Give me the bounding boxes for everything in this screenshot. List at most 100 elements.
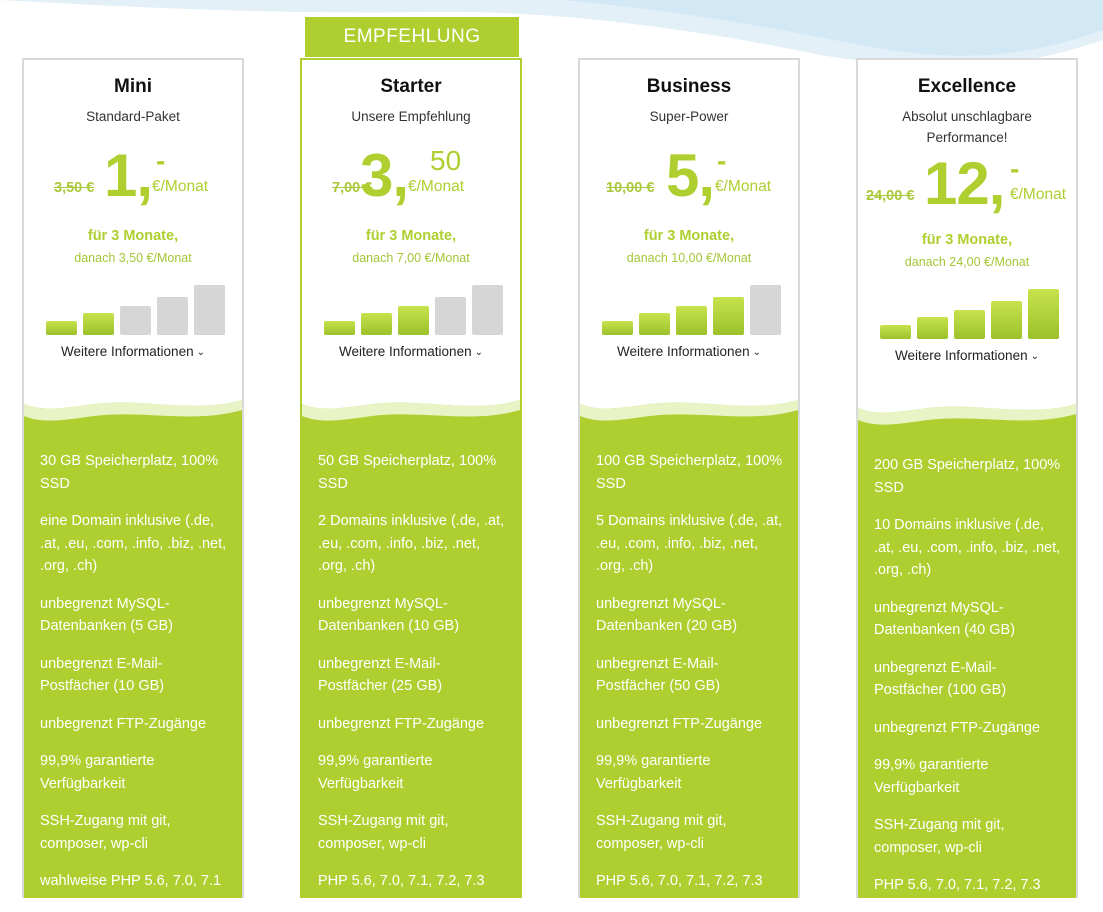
wave-divider xyxy=(580,390,798,421)
feature-item: unbegrenzt E-Mail-Postfächer (100 GB) xyxy=(874,659,1007,699)
price-main: 12, xyxy=(924,150,1005,217)
feature-item: unbegrenzt MySQL-Datenbanken (20 GB) xyxy=(596,595,738,635)
plan-subtitle: Super-Power xyxy=(649,109,729,124)
level-bar xyxy=(1028,289,1059,339)
feature-item: 50 GB Speicherplatz, 100% SSD xyxy=(318,453,497,492)
level-bar xyxy=(324,321,355,335)
plan-card-mini: Mini Standard-Paket 3,50 € 1, - €/Monat … xyxy=(22,58,244,898)
price-unit: €/Monat xyxy=(152,178,209,195)
level-bar xyxy=(398,306,429,335)
price: 7,00 € 3, 50 €/Monat xyxy=(302,142,520,212)
level-bar xyxy=(120,306,151,335)
feature-item: unbegrenzt FTP-Zugänge xyxy=(596,715,763,732)
price-after-promo: danach 24,00 €/Monat xyxy=(904,255,1030,269)
feature-item: SSH-Zugang mit git, composer, wp-cli xyxy=(874,817,1005,856)
power-level-bars xyxy=(24,275,242,335)
price-main: 5, xyxy=(666,142,715,209)
plan-name: Excellence xyxy=(917,76,1017,97)
level-bar xyxy=(954,310,985,339)
price-after-promo: danach 10,00 €/Monat xyxy=(626,251,752,265)
level-bar xyxy=(602,321,633,335)
feature-item: 99,9% garantierte Verfügbarkeit xyxy=(318,753,433,792)
feature-item: 99,9% garantierte Verfügbarkeit xyxy=(40,753,155,792)
feature-item: 2 Domains inklusive (.de, .at, .eu, .com… xyxy=(318,513,505,574)
level-bar xyxy=(917,317,948,339)
feature-item: unbegrenzt MySQL-Datenbanken (40 GB) xyxy=(874,599,1016,639)
more-info-link[interactable]: Weitere Informationen ⌄ xyxy=(580,344,798,359)
chevron-down-icon: ⌄ xyxy=(196,347,205,358)
level-bar xyxy=(435,297,466,335)
wave-divider xyxy=(302,390,520,421)
more-info-label: Weitere Informationen xyxy=(895,348,1028,363)
price: 24,00 € 12, - €/Monat xyxy=(858,152,1076,216)
level-bar xyxy=(83,313,114,335)
power-level-bars xyxy=(580,275,798,335)
feature-item: eine Domain inklusive (.de, .at, .eu, .c… xyxy=(40,513,227,574)
level-bar xyxy=(991,301,1022,339)
power-level-bars xyxy=(302,275,520,335)
feature-panel: 30 GB Speicherplatz, 100% SSD eine Domai… xyxy=(24,390,242,898)
plan-subtitle: Standard-Paket xyxy=(86,109,180,124)
level-bar xyxy=(46,321,77,335)
plan-card-starter: Starter Unsere Empfehlung 7,00 € 3, 50 €… xyxy=(300,58,522,898)
plan-name: Mini xyxy=(114,76,152,97)
promo-term: für 3 Monate, xyxy=(921,232,1013,248)
pricing-plans: Mini Standard-Paket 3,50 € 1, - €/Monat … xyxy=(22,58,1078,898)
promo-term: für 3 Monate, xyxy=(643,228,735,244)
feature-item: 200 GB Speicherplatz, 100% SSD xyxy=(874,457,1061,496)
old-price: 10,00 € xyxy=(606,180,655,196)
feature-panel: 200 GB Speicherplatz, 100% SSD 10 Domain… xyxy=(858,394,1076,898)
feature-item: PHP 5.6, 7.0, 7.1, 7.2, 7.3 xyxy=(318,873,485,889)
level-bar xyxy=(194,285,225,335)
more-info-label: Weitere Informationen xyxy=(617,344,750,359)
feature-item: unbegrenzt FTP-Zugänge xyxy=(40,715,207,732)
feature-item: 99,9% garantierte Verfügbarkeit xyxy=(874,757,989,796)
old-price: 3,50 € xyxy=(54,180,95,196)
plan-subtitle: Absolut unschlagbare Performance! xyxy=(902,109,1032,145)
level-bar xyxy=(639,313,670,335)
promo-term: für 3 Monate, xyxy=(87,228,179,244)
plan-name: Business xyxy=(646,76,732,97)
more-info-link[interactable]: Weitere Informationen ⌄ xyxy=(302,344,520,359)
wave-divider xyxy=(24,390,242,421)
background-wave xyxy=(0,0,1103,67)
feature-item: unbegrenzt MySQL-Datenbanken (10 GB) xyxy=(318,595,460,635)
price-unit: €/Monat xyxy=(715,178,772,195)
feature-item: 99,9% garantierte Verfügbarkeit xyxy=(596,753,711,792)
plan-name: Starter xyxy=(380,76,442,97)
feature-item: SSH-Zugang mit git, composer, wp-cli xyxy=(596,813,727,852)
recommended-ribbon: EMPFEHLUNG xyxy=(305,17,519,57)
feature-panel: 50 GB Speicherplatz, 100% SSD 2 Domains … xyxy=(302,390,520,898)
feature-item: 5 Domains inklusive (.de, .at, .eu, .com… xyxy=(596,513,783,574)
feature-item: wahlweise PHP 5.6, 7.0, 7.1 xyxy=(40,873,222,889)
level-bar xyxy=(472,285,503,335)
feature-list: 200 GB Speicherplatz, 100% SSD 10 Domain… xyxy=(874,454,1064,912)
level-bar xyxy=(361,313,392,335)
level-bar xyxy=(157,297,188,335)
more-info-link[interactable]: Weitere Informationen ⌄ xyxy=(24,344,242,359)
price-after-promo: danach 7,00 €/Monat xyxy=(352,251,470,265)
chevron-down-icon: ⌄ xyxy=(474,347,483,358)
more-info-link[interactable]: Weitere Informationen ⌄ xyxy=(858,348,1076,363)
level-bar xyxy=(750,285,781,335)
price-unit: €/Monat xyxy=(408,178,465,195)
feature-list: 50 GB Speicherplatz, 100% SSD 2 Domains … xyxy=(318,450,508,908)
feature-item: PHP 5.6, 7.0, 7.1, 7.2, 7.3 xyxy=(596,873,763,889)
feature-item: unbegrenzt E-Mail-Postfächer (50 GB) xyxy=(596,655,721,695)
feature-item: SSH-Zugang mit git, composer, wp-cli xyxy=(40,813,171,852)
price-main: 3, xyxy=(360,142,409,209)
feature-item: SSH-Zugang mit git, composer, wp-cli xyxy=(318,813,449,852)
feature-item: unbegrenzt FTP-Zugänge xyxy=(874,719,1041,736)
feature-item: 30 GB Speicherplatz, 100% SSD xyxy=(40,453,219,492)
promo-term: für 3 Monate, xyxy=(365,228,457,244)
plan-card-business: Business Super-Power 10,00 € 5, - €/Mona… xyxy=(578,58,800,898)
feature-item: unbegrenzt MySQL-Datenbanken (5 GB) xyxy=(40,595,173,635)
wave-divider xyxy=(858,394,1076,425)
level-bar xyxy=(676,306,707,335)
plan-card-excellence: Excellence Absolut unschlagbare Performa… xyxy=(856,58,1078,898)
old-price: 7,00 € xyxy=(332,180,373,196)
price-cents: - xyxy=(1010,153,1020,184)
more-info-label: Weitere Informationen xyxy=(339,344,472,359)
plan-subtitle: Unsere Empfehlung xyxy=(351,109,471,124)
price-cents: 50 xyxy=(430,145,462,176)
